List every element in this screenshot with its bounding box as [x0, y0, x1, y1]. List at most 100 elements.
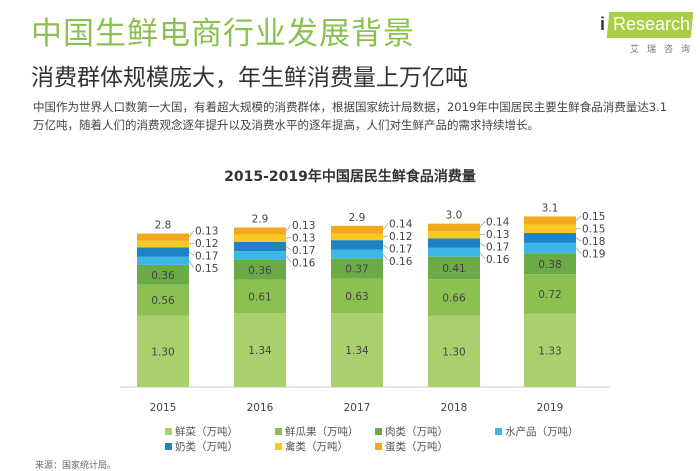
x-tick-label: 2016: [247, 402, 274, 414]
data-label: 0.12: [195, 238, 218, 250]
legend-item: 水产品（万吨）: [495, 424, 579, 439]
legend-swatch: [375, 428, 382, 435]
legend-label: 蛋类（万吨）: [385, 441, 448, 453]
data-label: 0.13: [195, 225, 218, 237]
bar-segment: [428, 224, 480, 232]
bar-segment: [524, 225, 576, 233]
legend-swatch: [375, 443, 382, 450]
bar-segment: [524, 233, 576, 243]
data-label: 0.19: [582, 249, 605, 261]
data-label: 0.38: [538, 259, 561, 271]
bar-segment: [331, 226, 383, 234]
x-tick-label: 2017: [344, 402, 371, 414]
legend-item: 鲜菜（万吨）: [165, 424, 238, 439]
bar-segment: [524, 217, 576, 225]
leader-line: [480, 221, 485, 227]
data-label: 0.63: [345, 291, 368, 303]
leader-line: [189, 243, 194, 244]
bar-segment: [137, 241, 189, 248]
bar-segment: [331, 234, 383, 241]
bar-segment: [234, 242, 286, 251]
data-label: 0.66: [442, 292, 466, 304]
data-label: 0.14: [389, 218, 413, 230]
data-label: 0.13: [486, 229, 509, 241]
data-label: 0.17: [486, 241, 509, 253]
bar-segment: [331, 250, 383, 259]
data-label: 0.56: [151, 295, 175, 307]
legend-item: 禽类（万吨）: [275, 439, 348, 454]
data-label: 0.36: [151, 270, 175, 282]
leader-line: [189, 261, 194, 268]
legend-item: 蛋类（万吨）: [375, 439, 448, 454]
data-label: 1.34: [345, 345, 369, 357]
data-label: 0.14: [486, 216, 510, 228]
bar-segment: [234, 235, 286, 242]
leader-line: [576, 216, 581, 220]
data-label: 0.15: [195, 263, 218, 275]
data-label: 0.61: [248, 292, 271, 304]
bar-segment: [331, 240, 383, 249]
source-note: 来源：国家统计局。: [35, 458, 116, 471]
data-label: 0.18: [582, 236, 605, 248]
legend-swatch: [275, 428, 282, 435]
total-label: 2.8: [155, 220, 172, 232]
data-label: 0.16: [292, 257, 316, 269]
legend-label: 鲜菜（万吨）: [175, 426, 238, 438]
total-label: 2.9: [349, 212, 366, 224]
data-label: 0.13: [292, 232, 315, 244]
legend-label: 肉类（万吨）: [385, 426, 448, 438]
leader-line: [480, 234, 485, 235]
x-tick-label: 2018: [441, 402, 468, 414]
leader-line: [576, 238, 581, 241]
data-label: 0.15: [582, 224, 605, 236]
leader-line: [286, 246, 291, 250]
data-label: 0.13: [292, 220, 315, 232]
data-label: 0.17: [292, 245, 315, 257]
bar-segment: [428, 231, 480, 238]
bar-segment: [524, 243, 576, 253]
bar-segment: [137, 247, 189, 256]
leader-line: [383, 236, 388, 237]
bar-segment: [234, 251, 286, 260]
leader-line: [286, 256, 291, 263]
legend-swatch: [165, 443, 172, 450]
leader-line: [286, 237, 291, 238]
x-tick-label: 2019: [537, 402, 564, 414]
legend-label: 禽类（万吨）: [285, 441, 348, 453]
total-label: 2.9: [252, 214, 269, 226]
data-label: 1.34: [248, 345, 272, 357]
data-label: 0.12: [389, 231, 412, 243]
data-label: 0.72: [538, 289, 561, 301]
legend-item: 鲜瓜果（万吨）: [275, 424, 359, 439]
data-label: 0.17: [195, 250, 218, 262]
bar-segment: [137, 234, 189, 241]
data-label: 0.16: [486, 254, 510, 266]
bar-segment: [428, 239, 480, 248]
data-label: 0.15: [582, 211, 605, 223]
leader-line: [189, 252, 194, 256]
leader-line: [383, 245, 388, 249]
total-label: 3.0: [446, 210, 463, 222]
bar-segment: [234, 228, 286, 235]
legend-item: 奶类（万吨）: [165, 439, 238, 454]
legend-swatch: [275, 443, 282, 450]
legend-item: 肉类（万吨）: [375, 424, 448, 439]
total-label: 3.1: [542, 203, 559, 215]
x-tick-label: 2015: [150, 402, 177, 414]
leader-line: [383, 254, 388, 261]
data-label: 0.16: [389, 256, 413, 268]
bar-segment: [428, 248, 480, 257]
bar-segment: [137, 257, 189, 265]
data-label: 0.17: [389, 243, 412, 255]
data-label: 0.37: [345, 263, 368, 275]
data-label: 1.33: [538, 345, 561, 357]
data-label: 0.36: [248, 265, 272, 277]
leader-line: [189, 230, 194, 237]
leader-line: [383, 223, 388, 229]
leader-line: [286, 225, 291, 231]
data-label: 1.30: [442, 346, 465, 358]
legend-swatch: [495, 428, 502, 435]
leader-line: [480, 252, 485, 259]
legend-swatch: [165, 428, 172, 435]
